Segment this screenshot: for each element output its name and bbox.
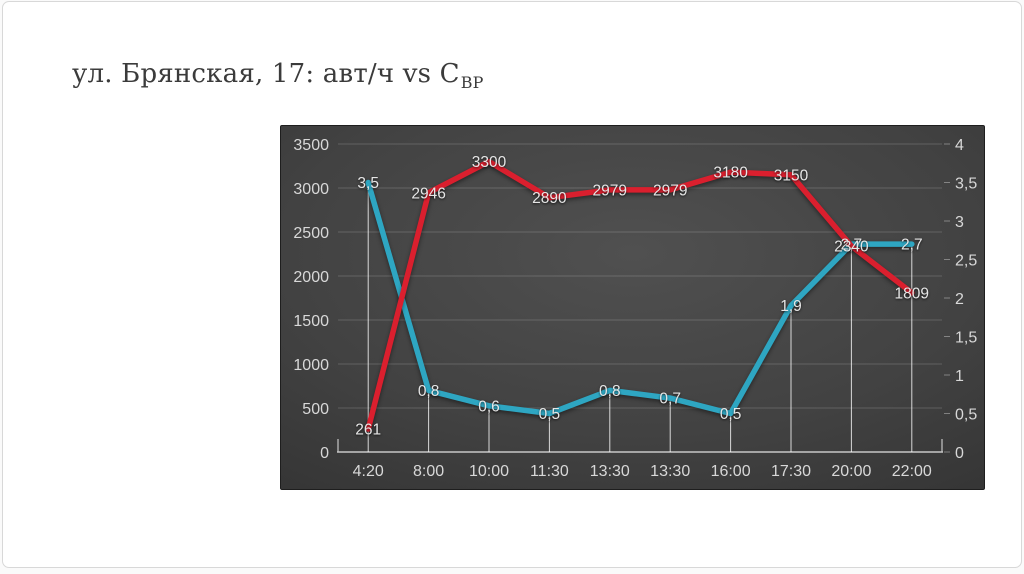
data-label-авт/ч: 3300 [472, 154, 507, 171]
right-axis-label: 3 [955, 214, 964, 231]
right-axis-label: 1,5 [955, 330, 977, 347]
data-label-СВР: 3,5 [357, 175, 379, 192]
data-label-авт/ч: 2979 [593, 182, 627, 199]
category-label: 22:00 [892, 463, 932, 480]
category-label: 13:30 [650, 463, 690, 480]
category-label: 16:00 [711, 463, 751, 480]
category-label: 11:30 [530, 463, 569, 480]
right-axis-label: 2,5 [955, 253, 977, 270]
data-label-авт/ч: 2890 [532, 190, 567, 207]
data-label-авт/ч: 3180 [713, 165, 748, 182]
series-line-авт/ч [365, 158, 915, 432]
category-label: 13:30 [590, 463, 630, 480]
data-label-авт/ч: 2979 [653, 182, 687, 199]
combo-line-chart: 3,50,80,6 0,50,8 0,70,51,92,7 2,72612946330… [293, 137, 977, 480]
data-label-СВР: 0,5 [720, 406, 742, 423]
category-label: 20:00 [831, 463, 871, 480]
left-axis-label: 2000 [293, 269, 329, 286]
data-label-авт/ч: 2340 [834, 239, 869, 256]
slide-title: ул. Брянская, 17: авт/ч vs СВР [72, 59, 484, 92]
category-label: 17:30 [771, 463, 811, 480]
slide-title-subscript: ВР [460, 73, 484, 92]
left-axis-label: 3500 [293, 137, 329, 154]
category-label: 10:00 [469, 463, 509, 480]
data-label-авт/ч: 3150 [774, 167, 809, 184]
data-label-СВР: 1,9 [780, 298, 802, 315]
data-label-СВР: 2,7 [841, 237, 863, 254]
data-label-СВР: 0,8 [418, 383, 440, 400]
left-axis-label: 1500 [293, 313, 329, 330]
chart-panel: 3,5 0,8 0,6 0,5 0,8 0,7 0,5 1,9 2,7 2,7 261 2946 330… [280, 125, 985, 490]
data-label-СВР: 2,7 [901, 237, 923, 254]
right-axis-label: 2 [955, 291, 964, 308]
data-label-СВР: 0,7 [659, 391, 681, 408]
left-axis-label: 2500 [293, 225, 329, 242]
left-axis-label: 3000 [293, 181, 329, 198]
right-axis-label: 0,5 [955, 407, 977, 424]
left-axis-label: 1000 [293, 357, 329, 374]
data-label-авт/ч: 261 [355, 422, 381, 439]
data-label-СВР: 0,6 [478, 398, 500, 415]
series-line-СВР [365, 179, 915, 417]
data-label-авт/ч: 2946 [411, 185, 445, 202]
category-label: 4:20 [353, 463, 384, 480]
data-label-авт/ч: 1809 [895, 285, 929, 302]
left-axis-label: 500 [302, 401, 329, 418]
left-axis-label: 0 [320, 445, 329, 462]
slide-title-text: ул. Брянская, 17: авт/ч vs С [72, 59, 460, 89]
right-axis-label: 4 [955, 137, 964, 154]
right-axis-label: 1 [955, 368, 964, 385]
right-axis-label: 0 [955, 445, 964, 462]
category-label: 8:00 [413, 463, 444, 480]
right-axis-label: 3,5 [955, 176, 977, 193]
data-label-СВР: 0,5 [539, 406, 561, 423]
data-label-СВР: 0,8 [599, 383, 621, 400]
